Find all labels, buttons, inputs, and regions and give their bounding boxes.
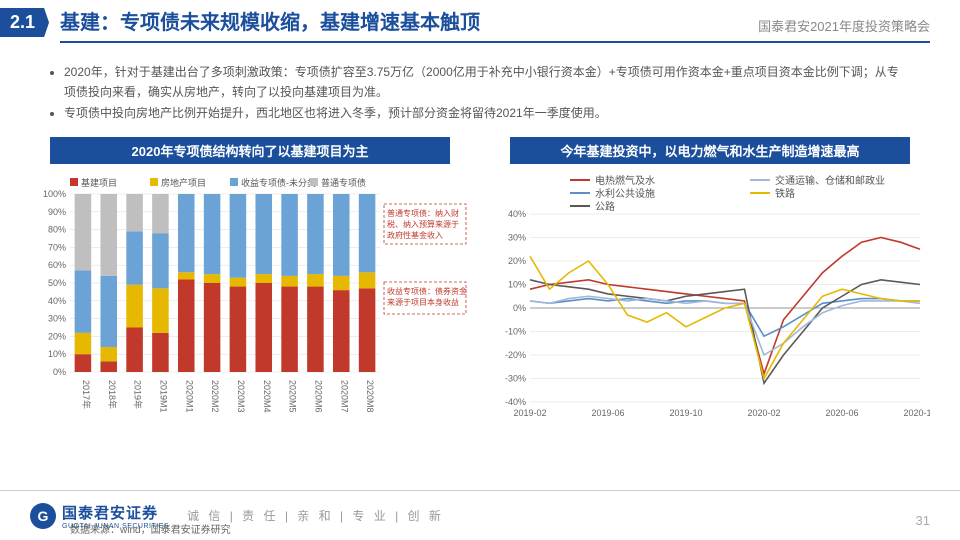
svg-text:2020M2: 2020M2 [210, 380, 220, 413]
svg-text:10%: 10% [48, 349, 66, 359]
svg-text:2020M3: 2020M3 [236, 380, 246, 413]
slide-title: 基建：专项债未来规模收缩，基建增速基本触顶 [60, 6, 480, 35]
svg-text:房地产项目: 房地产项目 [161, 177, 206, 188]
svg-text:2020-10: 2020-10 [903, 408, 930, 418]
svg-text:2019-02: 2019-02 [513, 408, 546, 418]
svg-text:水利公共设施: 水利公共设施 [595, 187, 655, 200]
svg-text:-20%: -20% [505, 350, 526, 360]
svg-text:基建项目: 基建项目 [81, 177, 117, 188]
svg-text:0%: 0% [513, 303, 526, 313]
svg-text:税、纳入预算来源于: 税、纳入预算来源于 [387, 219, 459, 229]
svg-text:-40%: -40% [505, 397, 526, 407]
svg-text:2020M7: 2020M7 [339, 380, 349, 413]
svg-text:90%: 90% [48, 207, 66, 217]
svg-text:10%: 10% [508, 280, 526, 290]
svg-text:收益专项债：债券资金: 收益专项债：债券资金 [387, 286, 467, 296]
svg-text:2020M6: 2020M6 [313, 380, 323, 413]
svg-text:40%: 40% [48, 296, 66, 306]
svg-text:-30%: -30% [505, 374, 526, 384]
stacked-bar-chart: 0% 10% 20% 30% 40% 50% 60% 70% 80% 90% 100% 2017年 20… [30, 172, 470, 432]
slide-header: 2.1 基建：专项债未来规模收缩，基建增速基本触顶 国泰君安2021年度投资策略… [0, 0, 960, 48]
svg-text:100%: 100% [43, 189, 66, 199]
svg-text:2017年: 2017年 [81, 380, 92, 409]
svg-text:2019M1: 2019M1 [158, 380, 168, 413]
section-number: 2.1 [0, 8, 49, 37]
data-source: 数据来源：wind，国泰君安证券研究 [70, 521, 231, 536]
svg-text:80%: 80% [48, 225, 66, 235]
bullet-item: 2020年，针对于基建出台了多项刺激政策：专项债扩容至3.75万亿（2000亿用… [64, 62, 910, 103]
title-bar: 基建：专项债未来规模收缩，基建增速基本触顶 国泰君安2021年度投资策略会 [60, 6, 930, 43]
svg-text:30%: 30% [48, 314, 66, 324]
svg-text:2020M8: 2020M8 [365, 380, 375, 413]
svg-text:60%: 60% [48, 260, 66, 270]
svg-text:-10%: -10% [505, 327, 526, 337]
svg-text:2018年: 2018年 [107, 380, 118, 409]
svg-text:收益专项债-未分类: 收益专项债-未分类 [241, 177, 316, 188]
svg-text:2020-02: 2020-02 [747, 408, 780, 418]
svg-text:2020M5: 2020M5 [288, 380, 298, 413]
svg-text:电热燃气及水: 电热燃气及水 [595, 174, 655, 187]
svg-text:政府性基金收入: 政府性基金收入 [387, 230, 443, 240]
svg-text:铁路: 铁路 [775, 187, 795, 200]
svg-text:公路: 公路 [595, 200, 615, 213]
svg-text:普通专项债：纳入财: 普通专项债：纳入财 [387, 208, 459, 218]
slide-subtitle: 国泰君安2021年度投资策略会 [758, 16, 930, 35]
svg-text:2020-06: 2020-06 [825, 408, 858, 418]
svg-text:30%: 30% [508, 233, 526, 243]
right-chart-column: 今年基建投资中，以电力燃气和水生产制造增速最高 -40% -30% -20% -10%… [490, 133, 930, 432]
svg-text:40%: 40% [508, 209, 526, 219]
svg-text:交通运输、仓储和邮政业: 交通运输、仓储和邮政业 [775, 174, 885, 187]
logo-icon: G [30, 503, 56, 529]
svg-text:50%: 50% [48, 278, 66, 288]
svg-text:20%: 20% [508, 256, 526, 266]
svg-text:2020M4: 2020M4 [262, 380, 272, 413]
svg-text:70%: 70% [48, 243, 66, 253]
page-number: 31 [916, 513, 930, 528]
svg-text:普通专项债: 普通专项债 [321, 177, 366, 188]
chart2-title: 今年基建投资中，以电力燃气和水生产制造增速最高 [510, 137, 910, 164]
svg-text:2019-10: 2019-10 [669, 408, 702, 418]
slide-footer: G 国泰君安证券 GUOTAI JUNAN SECURITIES 诚 信 | 责… [0, 490, 960, 540]
svg-text:0%: 0% [53, 367, 66, 377]
company-name: 国泰君安证券 [62, 502, 169, 523]
svg-text:2019年: 2019年 [133, 380, 144, 409]
chart1-title: 2020年专项债结构转向了以基建项目为主 [50, 137, 450, 164]
bullet-list: 2020年，针对于基建出台了多项刺激政策：专项债扩容至3.75万亿（2000亿用… [50, 62, 910, 123]
svg-text:2019-06: 2019-06 [591, 408, 624, 418]
line-chart: -40% -30% -20% -10% 0% 10% 20% 30% 40% 2019-02 201… [490, 172, 930, 432]
svg-text:20%: 20% [48, 332, 66, 342]
svg-text:2020M1: 2020M1 [184, 380, 194, 413]
left-chart-column: 2020年专项债结构转向了以基建项目为主 0% 10% 20% 30% 40% 50% 60… [30, 133, 470, 432]
bullet-item: 专项债中投向房地产比例开始提升，西北地区也将进入冬季，预计部分资金将留待2021… [64, 103, 910, 123]
svg-text:来源于项目本身收益: 来源于项目本身收益 [387, 297, 459, 307]
